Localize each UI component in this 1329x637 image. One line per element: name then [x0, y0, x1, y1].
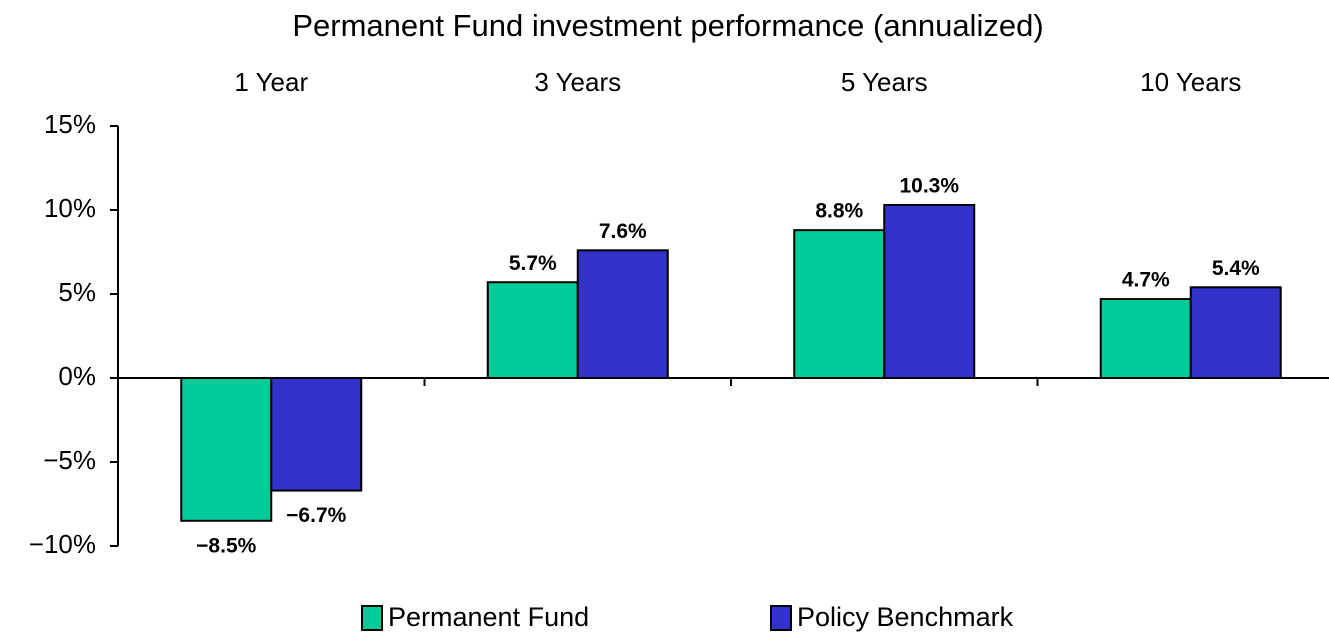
y-tick-label: 15%	[44, 109, 96, 139]
category-label: 5 Years	[841, 67, 928, 97]
value-label: 7.6%	[599, 220, 647, 243]
value-label: 5.4%	[1212, 257, 1260, 280]
legend-label: Policy Benchmark	[797, 602, 1014, 632]
legend-label: Permanent Fund	[388, 602, 589, 632]
chart-title: Permanent Fund investment performance (a…	[292, 8, 1043, 43]
category-label: 1 Year	[234, 67, 308, 97]
bar	[793, 229, 886, 379]
bar	[883, 203, 976, 379]
value-label: 10.3%	[899, 175, 959, 198]
y-tick-label: 10%	[44, 193, 96, 223]
value-label: −6.7%	[286, 504, 346, 527]
y-tick-label: 0%	[58, 361, 96, 391]
bar	[576, 249, 669, 380]
y-tick-label: −5%	[43, 445, 96, 475]
bar	[1099, 298, 1192, 380]
category-label: 10 Years	[1140, 67, 1241, 97]
legend-swatch	[770, 605, 792, 631]
value-label: 8.8%	[815, 200, 863, 223]
category-label: 3 Years	[534, 67, 621, 97]
bar	[1189, 286, 1282, 379]
value-label: −8.5%	[196, 534, 256, 557]
y-tick-label: 5%	[58, 277, 96, 307]
bar	[486, 281, 579, 379]
y-tick-label: −10%	[29, 529, 96, 559]
value-label: 5.7%	[509, 252, 557, 275]
bar	[180, 377, 273, 522]
bar	[270, 377, 363, 492]
value-label: 4.7%	[1122, 269, 1170, 292]
legend-swatch	[361, 605, 383, 631]
